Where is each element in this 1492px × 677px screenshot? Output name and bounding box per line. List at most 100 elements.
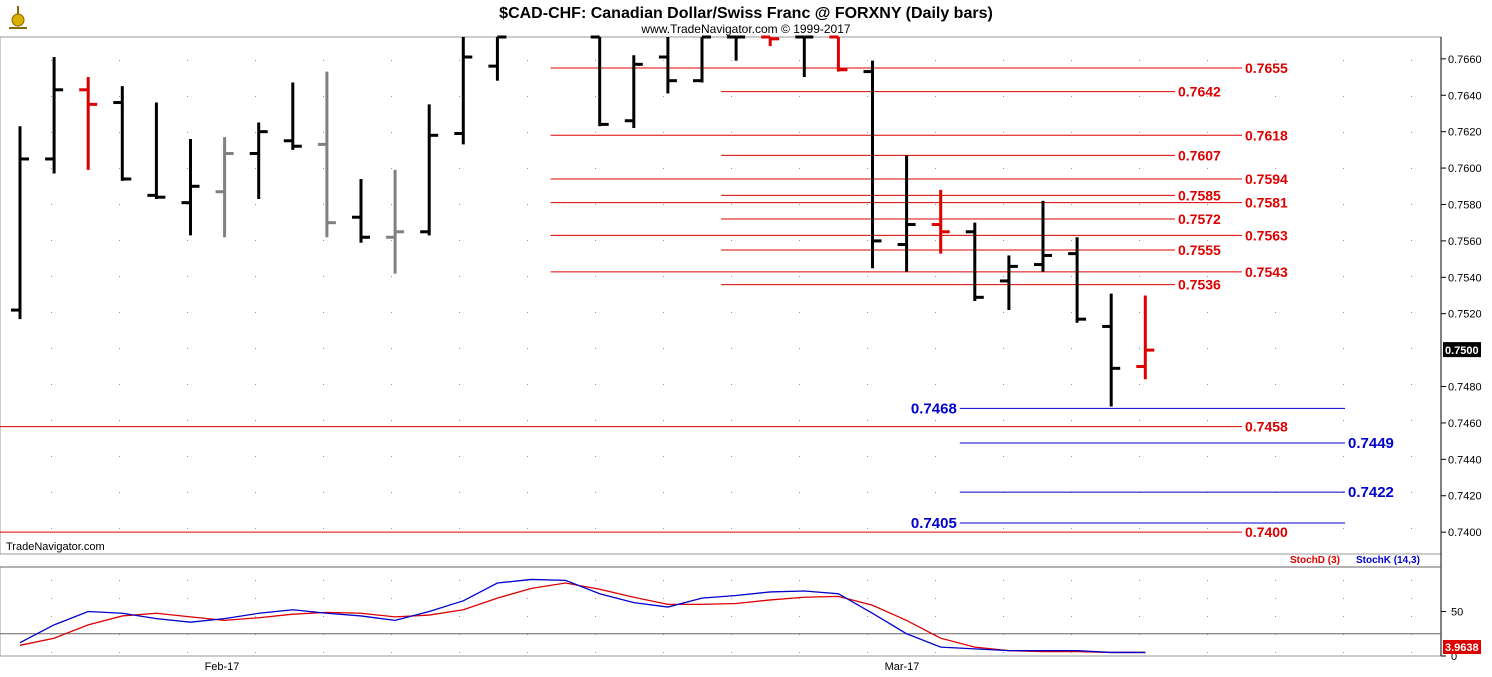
- grid-dot: [1343, 60, 1344, 61]
- grid-dot: [51, 312, 52, 313]
- grid-dot: [527, 204, 528, 205]
- ohlc-bar: [113, 86, 132, 181]
- ohlc-bar: [283, 82, 302, 150]
- price-tick-label: 0.7640: [1448, 90, 1482, 102]
- grid-dot: [459, 420, 460, 421]
- grid-dot: [323, 384, 324, 385]
- grid-dot: [1411, 312, 1412, 313]
- grid-dot: [1207, 60, 1208, 61]
- grid-dot: [663, 96, 664, 97]
- grid-dot: [187, 348, 188, 349]
- grid-dot: [51, 60, 52, 61]
- grid-dot: [731, 312, 732, 313]
- grid-dot: [187, 652, 188, 653]
- grid-dot: [935, 384, 936, 385]
- grid-dot: [459, 240, 460, 241]
- grid-dot: [1343, 420, 1344, 421]
- ohlc-bar: [11, 126, 29, 320]
- level-label-0.7405: 0.7405: [911, 515, 957, 532]
- grid-dot: [595, 598, 596, 599]
- grid-dot: [1411, 652, 1412, 653]
- stoch-line: [19, 582, 1146, 654]
- grid-dot: [1411, 616, 1412, 617]
- grid-dot: [187, 634, 188, 635]
- grid-dot: [1275, 312, 1276, 313]
- grid-dot: [1139, 528, 1140, 529]
- grid-dot: [1411, 60, 1412, 61]
- grid-dot: [187, 60, 188, 61]
- grid-dot: [1411, 168, 1412, 169]
- grid-dot: [255, 312, 256, 313]
- grid-dot: [323, 348, 324, 349]
- grid-dot: [595, 168, 596, 169]
- grid-dot: [1411, 492, 1412, 493]
- grid-dot: [1207, 276, 1208, 277]
- grid-dot: [391, 168, 392, 169]
- grid-dot: [595, 420, 596, 421]
- grid-dot: [527, 634, 528, 635]
- price-tick-label: 0.7480: [1448, 382, 1482, 394]
- grid-dot: [323, 652, 324, 653]
- grid-dot: [51, 598, 52, 599]
- grid-dot: [1343, 384, 1344, 385]
- grid-dot: [1343, 580, 1344, 581]
- grid-dot: [731, 276, 732, 277]
- grid-dot: [1411, 598, 1412, 599]
- grid-dot: [663, 204, 664, 205]
- level-label-0.7400: 0.7400: [1245, 524, 1288, 540]
- grid-dot: [595, 132, 596, 133]
- grid-dot: [459, 616, 460, 617]
- grid-dot: [1071, 652, 1072, 653]
- grid-dot: [799, 492, 800, 493]
- ohlc-bar: [863, 60, 882, 269]
- grid-dot: [663, 492, 664, 493]
- grid-dot: [1139, 580, 1140, 581]
- grid-dot: [935, 616, 936, 617]
- grid-dot: [1343, 312, 1344, 313]
- grid-dot: [255, 240, 256, 241]
- grid-dot: [595, 204, 596, 205]
- grid-dot: [1139, 456, 1140, 457]
- grid-dot: [391, 528, 392, 529]
- grid-dot: [51, 634, 52, 635]
- legend-stochd: StochD (3): [1290, 555, 1340, 566]
- ohlc-bar: [931, 189, 950, 254]
- grid-dot: [1139, 96, 1140, 97]
- stoch-tick-label: 50: [1451, 607, 1463, 619]
- grid-dot: [187, 168, 188, 169]
- grid-dot: [527, 528, 528, 529]
- grid-dot: [459, 598, 460, 599]
- ohlc-bar: [1102, 293, 1121, 407]
- grid-dot: [935, 96, 936, 97]
- grid-dot: [867, 580, 868, 581]
- grid-dot: [255, 96, 256, 97]
- grid-dot: [935, 598, 936, 599]
- grid-dot: [1003, 652, 1004, 653]
- grid-dot: [595, 276, 596, 277]
- price-tick-label: 0.7560: [1448, 236, 1482, 248]
- grid-dot: [935, 276, 936, 277]
- grid-dot: [731, 168, 732, 169]
- grid-dot: [459, 348, 460, 349]
- grid-dot: [119, 652, 120, 653]
- grid-dot: [935, 652, 936, 653]
- grid-dot: [1343, 528, 1344, 529]
- grid-dot: [459, 276, 460, 277]
- grid-dot: [1411, 456, 1412, 457]
- grid-dot: [459, 168, 460, 169]
- grid-dot: [663, 60, 664, 61]
- grid-dot: [1139, 348, 1140, 349]
- price-tick-label: 0.7540: [1448, 272, 1482, 284]
- grid-dot: [1003, 384, 1004, 385]
- ohlc-bar: [658, 37, 677, 94]
- level-label-0.7563: 0.7563: [1245, 227, 1288, 243]
- grid-dot: [119, 168, 120, 169]
- grid-dot: [391, 60, 392, 61]
- grid-dot: [1275, 60, 1276, 61]
- level-label-0.7536: 0.7536: [1178, 277, 1221, 293]
- ohlc-bar: [488, 35, 507, 81]
- level-lines: 0.7655 0.7642 0.7618 0.7607 0.7594 0.7585 0.75…: [0, 60, 1394, 540]
- ohlc-bar: [215, 137, 234, 238]
- level-label-0.7585: 0.7585: [1178, 187, 1221, 203]
- grid-dot: [119, 276, 120, 277]
